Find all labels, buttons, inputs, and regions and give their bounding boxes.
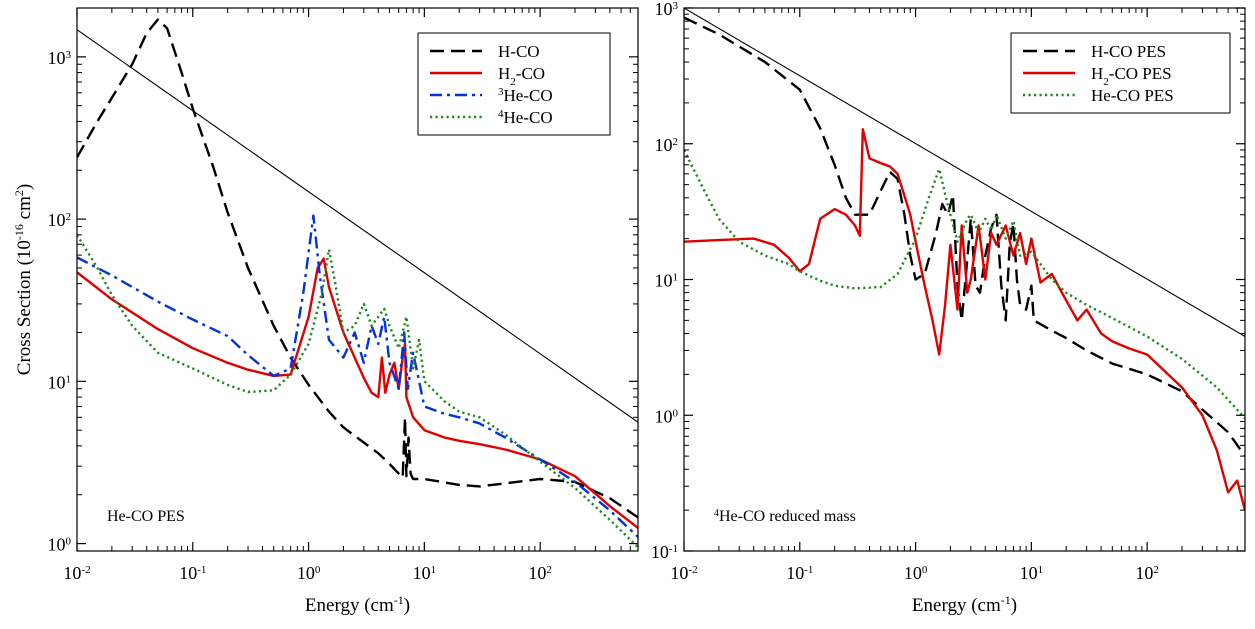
reference-line (77, 29, 638, 423)
x-axis-title: Energy (cm-1) (912, 593, 1017, 616)
chart-panel-1: 10-2 10-1 100 101 102 100 101 102 103 Energy (cm-… (12, 7, 639, 616)
x-tick-label: 101 (1020, 563, 1044, 583)
chart-panel-2: 10-2 10-1 100 101 10210-1100101102103Energy … (651, 0, 1246, 616)
x-tick-label: 100 (904, 563, 928, 583)
y-tick-label: 100 (48, 535, 72, 555)
x-tick-label: 101 (413, 563, 437, 583)
x-tick-label: 10-2 (63, 563, 90, 583)
legend-label: 3He-CO (498, 86, 553, 105)
y-tick-label: 100 (655, 406, 679, 426)
panel-annotation: 4He-CO reduced mass (714, 508, 856, 526)
legend-label: H-CO PES (1091, 42, 1166, 61)
y-tick-label: 102 (655, 135, 679, 155)
series-line-1 (77, 18, 638, 519)
y-tick-label: 102 (48, 210, 72, 230)
legend-label: He-CO PES (1091, 86, 1174, 105)
series-line-2 (77, 257, 638, 529)
x-tick-label: 10-1 (786, 563, 813, 583)
legend-label: H-CO (498, 42, 540, 61)
x-tick-label: 10-2 (670, 563, 697, 583)
y-tick-label: 101 (655, 271, 679, 291)
y-tick-label: 101 (48, 372, 72, 392)
series-line-2 (684, 127, 1245, 511)
legend-label: 4He-CO (498, 108, 553, 127)
series-line-3 (684, 149, 1245, 420)
series-line-3 (77, 214, 638, 538)
reference-line (684, 8, 1245, 337)
x-tick-label: 100 (297, 563, 321, 583)
x-tick-label: 10-1 (179, 563, 206, 583)
y-tick-label: 10-1 (651, 542, 678, 562)
x-tick-label: 102 (1135, 563, 1159, 583)
legend-label: H2-CO PES (1091, 64, 1172, 88)
y-tick-label: 103 (655, 0, 679, 19)
legend-label: H2-CO (498, 64, 545, 88)
series-line-1 (684, 16, 1245, 457)
series-line-4 (77, 234, 638, 549)
x-axis-title: Energy (cm-1) (305, 593, 410, 616)
plot-frame (76, 7, 639, 552)
x-tick-label: 102 (528, 563, 552, 583)
legend-box (417, 32, 611, 136)
y-axis-title: Cross Section (10-16 cm2) (12, 184, 35, 375)
y-tick-label: 103 (48, 48, 72, 68)
panel-annotation: He-CO PES (107, 508, 185, 525)
